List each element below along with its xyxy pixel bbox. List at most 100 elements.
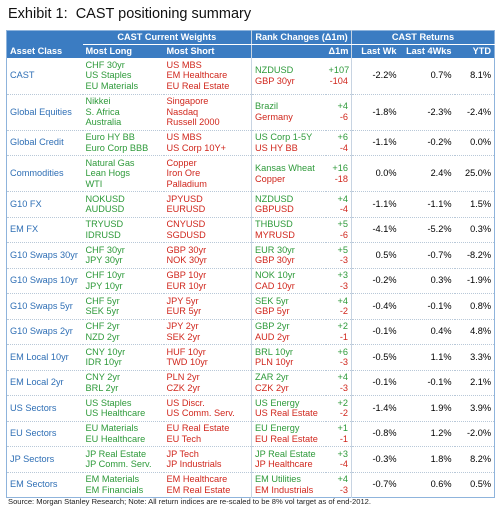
rank-change: +3 (337, 270, 349, 281)
asset-class: Commodities (6, 155, 83, 192)
header: Last 4Wks (399, 44, 455, 58)
table-row: EM Local 10yr CNY 10yr IDR 10yr HUF 10yr TWD… (6, 344, 495, 371)
rank-change: -4 (339, 142, 349, 153)
return-last-wk: -4.1% (351, 217, 400, 243)
rank-change: +4 (337, 295, 349, 306)
most-long: IDR 10yr (85, 357, 122, 368)
return-last-4wks: 1.1% (399, 344, 455, 371)
most-short: Nasdaq (166, 106, 199, 117)
most-long: BRL 2yr (85, 382, 119, 393)
most-short: Palladium (166, 178, 207, 189)
most-long: EU Materials (85, 423, 139, 434)
rank-name-cell: EU Energy EU Real Estate (251, 421, 326, 447)
table-row: US Sectors US Staples US Healthcare US Disc… (6, 395, 495, 422)
rank-change: -4 (339, 204, 349, 215)
rank-change-cell: +4 -3 (325, 370, 352, 396)
rank-change-cell: +2 -2 (325, 395, 352, 422)
most-short: Russell 2000 (166, 117, 220, 128)
rank-name: Copper (255, 173, 286, 184)
rank-name-cell: BRL 10yr PLN 10yr (251, 344, 326, 371)
asset-class: EM FX (6, 217, 83, 243)
rank-name-cell: GBP 2yr AUD 2yr (251, 319, 326, 345)
most-short: EU Tech (166, 433, 202, 444)
rank-name-cell: NOK 10yr CAD 10yr (251, 268, 326, 294)
most-long: CNY 2yr (85, 372, 121, 383)
most-short: GBP 30yr (166, 244, 207, 255)
rank-name-cell: EM Utilities EM Industrials (251, 472, 326, 498)
asset-class: JP Sectors (6, 446, 83, 473)
return-ytd: 0.5% (454, 472, 495, 498)
most-short: JPYUSD (166, 193, 203, 204)
return-last-4wks: -0.2% (399, 130, 455, 156)
rank-change: +6 (337, 346, 349, 357)
rank-change: +5 (337, 244, 349, 255)
return-last-wk: -1.1% (351, 191, 400, 218)
return-last-4wks: -2.3% (399, 94, 455, 131)
return-last-wk: -0.7% (351, 472, 400, 498)
rank-change: +4 (337, 372, 349, 383)
return-ytd: -1.9% (454, 268, 495, 294)
return-ytd: 2.1% (454, 370, 495, 396)
rank-name: PLN 10yr (255, 357, 294, 368)
table-row: EM Local 2yr CNY 2yr BRL 2yr PLN 2yr CZK 2yr… (6, 370, 495, 396)
group-header: CAST Returns (351, 30, 495, 45)
rank-change: +3 (337, 448, 349, 459)
return-ytd: 4.8% (454, 319, 495, 345)
most-short: EM Real Estate (166, 484, 231, 495)
most-short: SEK 2yr (166, 331, 201, 342)
most-short: EM Healthcare (166, 474, 228, 485)
rank-change-cell: +3 -4 (325, 446, 352, 473)
group-header-row: CAST Current Weights Rank Changes (Δ1m) … (6, 30, 495, 45)
most-long: NOKUSD (85, 193, 125, 204)
most-short: EU Real Estate (166, 423, 230, 434)
most-long: JP Comm. Serv. (85, 459, 152, 470)
most-short: EURUSD (166, 204, 206, 215)
most-long-cell: EU Materials EU Healthcare (82, 421, 164, 447)
header-cell (251, 44, 326, 58)
rank-change-cell: +3 -3 (325, 268, 352, 294)
rank-name: JP Real Estate (255, 448, 316, 459)
asset-class: EU Sectors (6, 421, 83, 447)
most-short: Copper (166, 157, 197, 168)
rank-change: -18 (334, 173, 349, 184)
most-long-cell: CHF 30yr JPY 30yr (82, 242, 164, 269)
return-last-4wks: 0.6% (399, 472, 455, 498)
return-last-4wks: 1.2% (399, 421, 455, 447)
return-ytd: 1.5% (454, 191, 495, 218)
table-row: CAST CHF 30yr US Staples EU Materials US MBS… (6, 58, 495, 95)
asset-class: G10 Swaps 10yr (6, 268, 83, 294)
most-long-cell: CNY 10yr IDR 10yr (82, 344, 164, 371)
return-last-wk: -0.4% (351, 293, 400, 320)
rank-change: -1 (339, 331, 349, 342)
asset-class: US Sectors (6, 395, 83, 422)
rank-change-cell: +6 -3 (325, 344, 352, 371)
rank-change: +4 (337, 101, 349, 112)
rank-name: ZAR 2yr (255, 372, 289, 383)
most-long: EU Healthcare (85, 433, 146, 444)
rank-change: -2 (339, 408, 349, 419)
most-long-cell: CHF 30yr US Staples EU Materials (82, 58, 164, 95)
most-short: US Discr. (166, 397, 205, 408)
return-last-wk: -0.1% (351, 319, 400, 345)
most-long: JPY 30yr (85, 255, 123, 266)
rank-change: -104 (329, 75, 349, 86)
rank-name: Germany (255, 112, 293, 122)
rank-change: +2 (337, 321, 349, 332)
rank-change: +6 (337, 132, 349, 143)
most-short-cell: US MBS EM Healthcare EU Real Estate (163, 58, 252, 95)
most-short: US Comm. Serv. (166, 408, 235, 419)
return-last-wk: -0.2% (351, 268, 400, 294)
rank-change: -4 (339, 459, 349, 470)
rank-name: CZK 2yr (255, 382, 289, 393)
header: Last Wk (351, 44, 400, 58)
most-long-cell: CHF 10yr JPY 10yr (82, 268, 164, 294)
rank-change: -2 (339, 306, 349, 317)
most-short-cell: GBP 30yr NOK 30yr (163, 242, 252, 269)
most-short: US MBS (166, 59, 202, 70)
rank-change: -3 (339, 280, 349, 291)
most-short-cell: CNYUSD SGDUSD (163, 217, 252, 243)
most-long-cell: NOKUSD AUDUSD (82, 191, 164, 218)
return-ytd: 0.8% (454, 293, 495, 320)
table: CAST Current Weights Rank Changes (Δ1m) … (6, 30, 496, 498)
rank-name: NZDUSD (255, 193, 294, 204)
